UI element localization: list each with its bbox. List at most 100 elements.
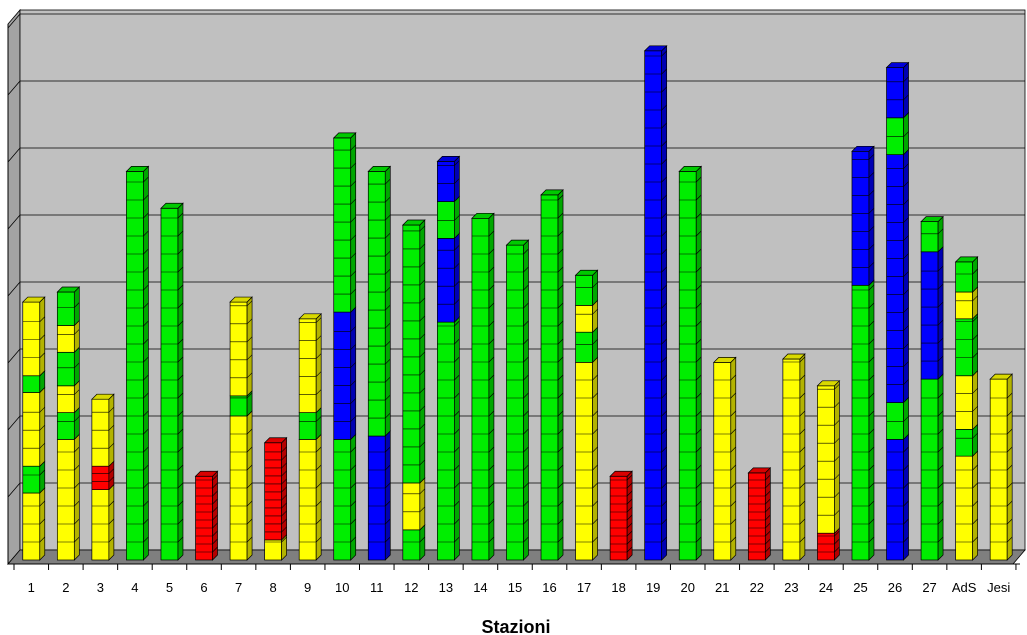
bar-segment-front	[22, 375, 41, 393]
bar-column-1	[21, 296, 46, 561]
cell-line-side	[177, 392, 184, 399]
bar-segment-front	[609, 475, 628, 561]
cell-line-side	[419, 279, 426, 286]
bar-segment-front	[56, 291, 75, 326]
cell-line-side	[350, 416, 356, 422]
x-tick-label: 26	[888, 580, 902, 595]
cell-line-side	[937, 446, 944, 453]
bar-segment-front	[886, 402, 904, 440]
cell-line-side	[661, 302, 667, 309]
bar-segment-side	[972, 286, 978, 320]
cell-line-side	[903, 217, 909, 223]
bar-column-15	[505, 239, 530, 561]
gridline-side	[7, 482, 21, 498]
bar-top	[401, 219, 426, 226]
bar-segment-front	[886, 67, 904, 119]
cell-line-side	[385, 250, 391, 257]
x-tick-label: 8	[270, 580, 277, 595]
cell-line-side	[903, 361, 909, 367]
cell-line-side	[281, 502, 287, 509]
cell-line-side	[626, 474, 633, 481]
bar-segment-front	[298, 412, 317, 440]
bar-column-13	[436, 155, 461, 561]
cell-line-side	[108, 442, 115, 449]
bar-segment-front	[575, 362, 593, 561]
bar-segment-side	[454, 232, 460, 323]
cell-line-side	[903, 163, 909, 169]
bar-top	[920, 216, 944, 222]
cell-line-side	[246, 518, 253, 525]
bar-segment-side	[868, 279, 875, 561]
cell-line-side	[488, 392, 495, 399]
cell-line-side	[385, 268, 391, 275]
cell-line-side	[972, 406, 978, 412]
cell-line-side	[385, 304, 391, 311]
cell-line-side	[454, 178, 460, 184]
bar-segment-front	[575, 274, 593, 306]
cell-line-side	[903, 271, 909, 277]
cell-line-side	[592, 410, 598, 417]
cell-line-side	[523, 284, 529, 291]
cell-line-side	[74, 518, 80, 525]
cell-line-side	[350, 216, 356, 223]
cell-line-side	[454, 500, 460, 507]
bar-segment-side	[764, 467, 771, 561]
cell-line-side	[143, 356, 149, 363]
x-tick-marks	[13, 564, 1017, 570]
cell-line-side	[972, 482, 978, 489]
x-tick-label: 1	[28, 580, 35, 595]
cell-line-side	[143, 374, 149, 381]
bar-segment-side	[73, 406, 80, 441]
cell-line-side	[350, 380, 356, 386]
cell-line-side	[419, 506, 426, 513]
cell-line-side	[419, 488, 426, 495]
bar-segment-front	[920, 378, 939, 561]
bar-column-11	[367, 165, 392, 561]
cell-line-side	[592, 428, 598, 435]
cell-line-side	[903, 416, 909, 422]
bar-segment-side	[972, 369, 978, 431]
cell-line-side	[937, 301, 944, 308]
cell-line-side	[696, 248, 702, 255]
cell-line-side	[1006, 464, 1013, 471]
cell-line-side	[799, 356, 806, 363]
cell-line-side	[143, 176, 149, 183]
cell-line-side	[868, 302, 875, 309]
x-tick-label: 27	[922, 580, 936, 595]
cell-line-side	[143, 500, 149, 507]
cell-line-side	[281, 462, 287, 469]
bar-segment	[56, 433, 80, 561]
cell-line-side	[281, 494, 287, 501]
cell-line-side	[523, 482, 529, 489]
cell-line-side	[765, 490, 771, 497]
gridline-side	[7, 147, 21, 163]
cell-line-side	[523, 410, 529, 417]
bar-segment-front	[920, 221, 939, 253]
cell-line-side	[868, 320, 875, 327]
cell-line-side	[454, 160, 460, 166]
cell-line-side	[108, 424, 115, 431]
cell-line-side	[626, 530, 633, 537]
bar-segment-front	[644, 50, 663, 561]
cell-line-side	[592, 500, 598, 507]
bar-segment-front	[298, 318, 317, 413]
cell-line-side	[177, 356, 184, 363]
bar-column-14	[471, 212, 495, 561]
cell-line-side	[696, 446, 702, 453]
cell-line-side	[281, 470, 287, 477]
cell-line-side	[523, 248, 529, 255]
cell-line-side	[143, 536, 149, 543]
cell-line-side	[903, 482, 909, 489]
cell-line-side	[74, 302, 80, 308]
cell-line-side	[108, 476, 115, 482]
cell-line-side	[903, 446, 909, 453]
cell-line-side	[488, 536, 495, 543]
bar-segment-front	[437, 238, 455, 323]
cell-line-side	[488, 410, 495, 417]
bar-segment	[609, 470, 633, 561]
cell-line-side	[557, 464, 564, 471]
bar-column-18	[609, 470, 633, 561]
gridline-side	[7, 281, 21, 297]
cell-line-side	[868, 374, 875, 381]
